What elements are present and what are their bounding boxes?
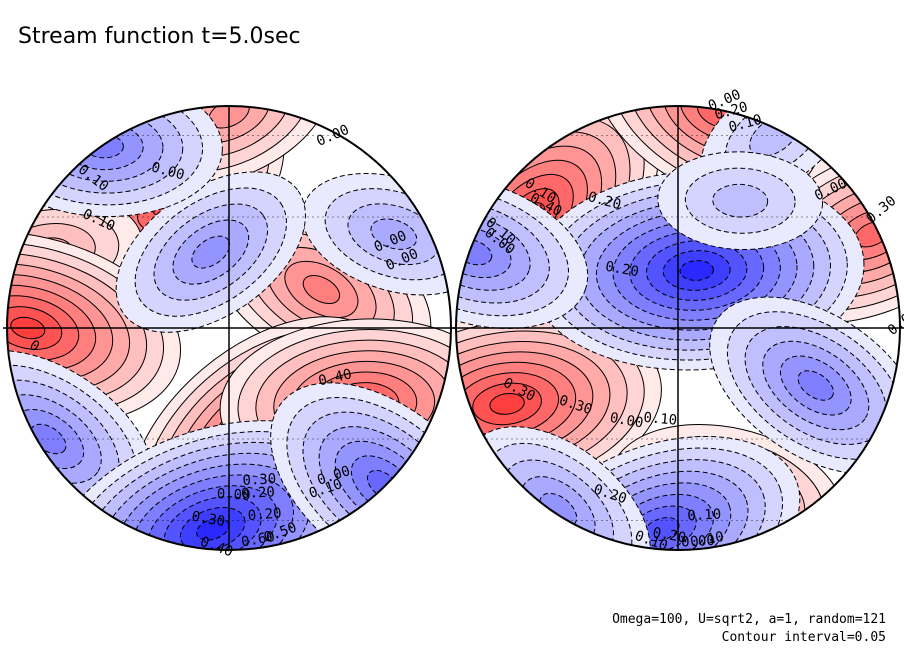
contour-level	[302, 274, 341, 305]
contour-label: 0.40	[317, 366, 353, 389]
contour-label: 0.20	[651, 525, 687, 547]
hemisphere-outline	[455, 105, 901, 551]
contour-level	[191, 235, 231, 269]
negative-cell-7	[709, 296, 900, 475]
contour-level	[370, 218, 418, 250]
contour-label: 0.00	[681, 533, 716, 551]
parameters-note: Omega=100, U=sqrt2, a=1, random=121	[612, 612, 886, 627]
contour-label: 0.20	[247, 505, 282, 524]
chart-title: Stream function t=5.0sec	[18, 24, 301, 49]
contour-label: 0.30	[190, 508, 226, 530]
contour-label: 0.30	[242, 471, 277, 489]
contour-label: 0.00	[216, 486, 251, 504]
contour-label: 0.10	[643, 410, 678, 429]
contour-label: 0.60	[240, 529, 276, 551]
contour-label: 0.00	[609, 410, 645, 432]
contour-level	[489, 393, 525, 415]
contour-level	[797, 370, 834, 401]
contour-label: 0.10	[687, 507, 722, 525]
contour-interval-note: Contour interval=0.05	[721, 630, 886, 645]
hemisphere-outline	[6, 105, 452, 551]
contour-label: 0.20	[241, 484, 276, 502]
contour-label: 0.30	[863, 193, 899, 227]
contour-label: 0.10	[689, 529, 725, 551]
left-hemisphere: 0.000.000.100.100.000.0000.400.300.000.2…	[3, 105, 455, 560]
contour-level	[712, 183, 769, 218]
contour-level	[679, 260, 714, 281]
contour-label: 0.20	[604, 259, 640, 281]
